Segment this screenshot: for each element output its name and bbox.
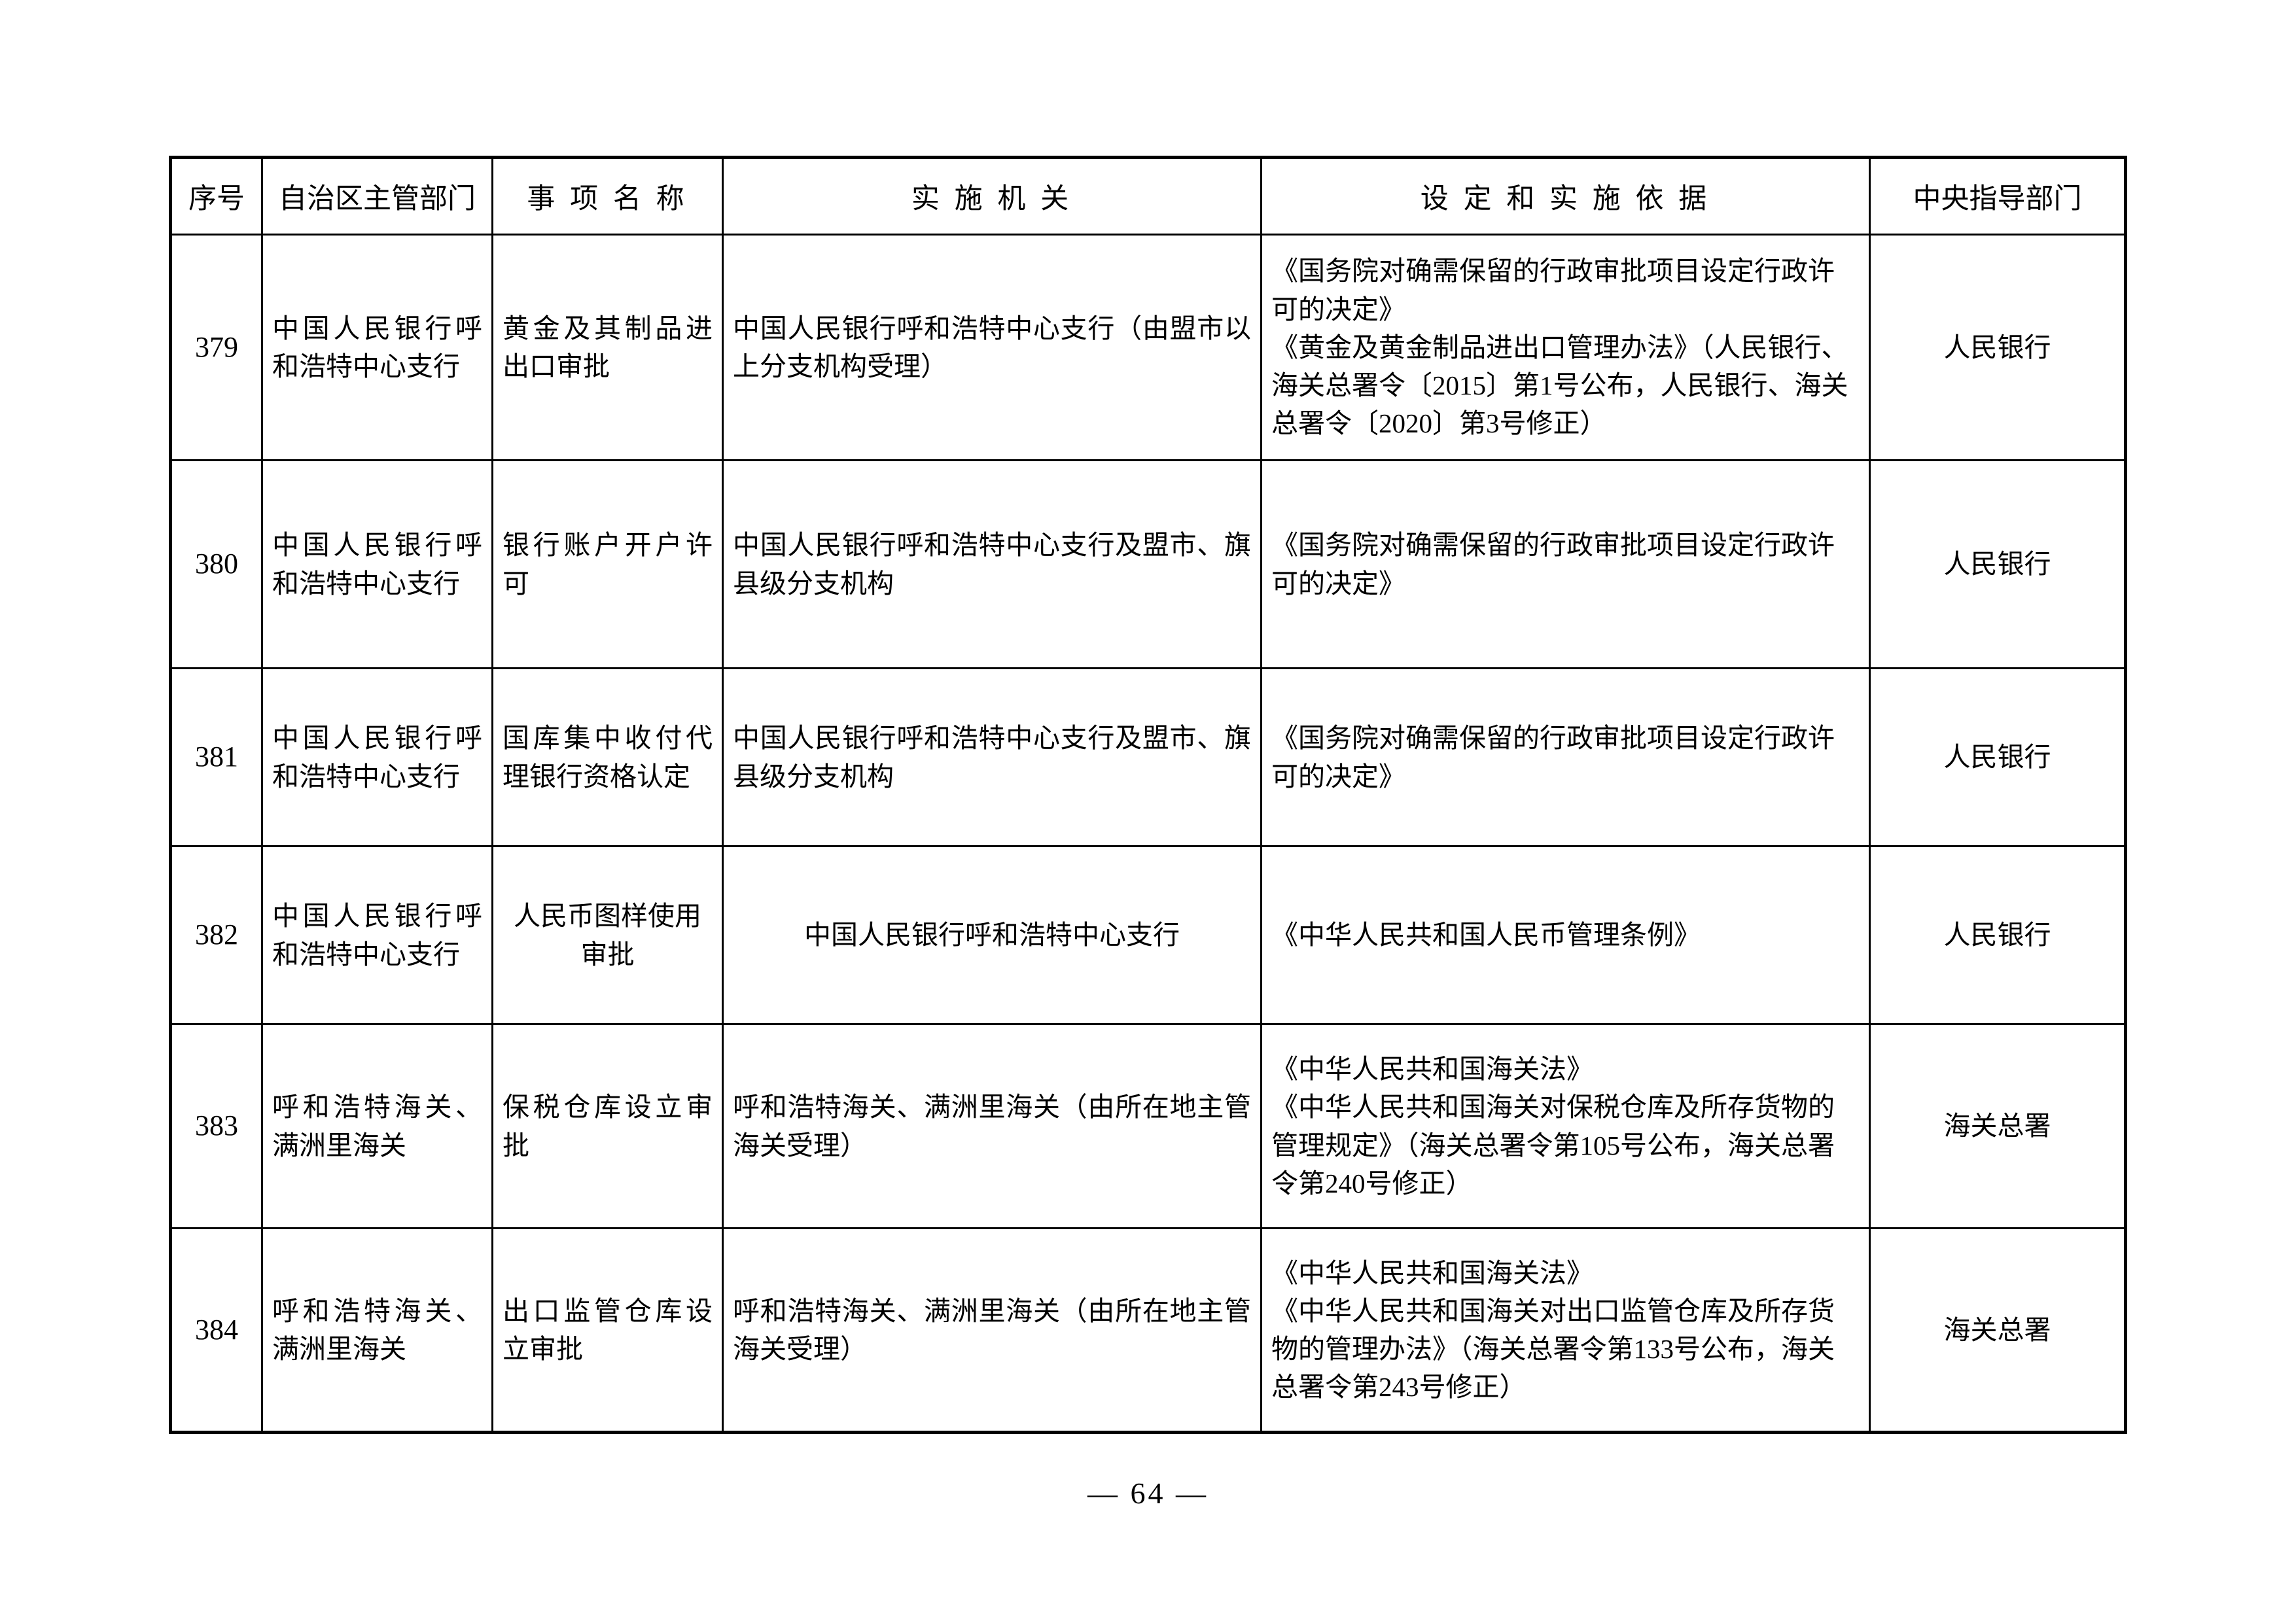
- table-row: 383 呼和浩特海关、满洲里海关 保税仓库设立审批 呼和浩特海关、满洲里海关（由…: [169, 1023, 2127, 1229]
- cell-item-name: 银行账户开户许可: [491, 459, 724, 669]
- column-header-legal-basis: 设 定 和 实 施 依 据: [1260, 156, 1871, 236]
- cell-legal-basis: 《中华人民共和国人民币管理条例》: [1260, 845, 1871, 1025]
- legal-basis-line: 《黄金及黄金制品进出口管理办法》（人民银行、海关总署令〔2015〕第1号公布，人…: [1271, 332, 1848, 439]
- table-row: 379 中国人民银行呼和浩特中心支行 黄金及其制品进出口审批 中国人民银行呼和浩…: [169, 234, 2127, 461]
- column-header-central-guiding-department: 中央指导部门: [1869, 156, 2127, 236]
- cell-item-name: 保税仓库设立审批: [491, 1023, 724, 1229]
- administrative-license-table: 序号 自治区主管部门 事 项 名 称 实 施 机 关 设 定 和 实 施 依 据…: [169, 156, 2127, 1434]
- cell-item-name: 出口监管仓库设立审批: [491, 1227, 724, 1433]
- cell-central-department: 人民银行: [1869, 459, 2127, 669]
- cell-department: 中国人民银行呼和浩特中心支行: [261, 459, 493, 669]
- column-header-autonomous-region-department: 自治区主管部门: [261, 156, 493, 236]
- cell-item-name: 黄金及其制品进出口审批: [491, 234, 724, 461]
- legal-basis-line: 《中华人民共和国海关法》: [1271, 1257, 1593, 1288]
- cell-department: 中国人民银行呼和浩特中心支行: [261, 845, 493, 1025]
- cell-serial-number: 379: [169, 234, 263, 461]
- cell-central-department: 人民银行: [1869, 845, 2127, 1025]
- cell-department: 呼和浩特海关、满洲里海关: [261, 1023, 493, 1229]
- table-row: 382 中国人民银行呼和浩特中心支行 人民币图样使用审批 中国人民银行呼和浩特中…: [169, 845, 2127, 1025]
- legal-basis-line: 《国务院对确需保留的行政审批项目设定行政许可的决定》: [1271, 256, 1835, 324]
- legal-basis-line: 《国务院对确需保留的行政审批项目设定行政许可的决定》: [1271, 530, 1835, 599]
- cell-implementing-agency: 呼和浩特海关、满洲里海关（由所在地主管海关受理）: [722, 1023, 1262, 1229]
- cell-serial-number: 383: [169, 1023, 263, 1229]
- cell-central-department: 人民银行: [1869, 234, 2127, 461]
- table-row: 381 中国人民银行呼和浩特中心支行 国库集中收付代理银行资格认定 中国人民银行…: [169, 667, 2127, 847]
- cell-serial-number: 382: [169, 845, 263, 1025]
- administrative-license-table-wrapper: 序号 自治区主管部门 事 项 名 称 实 施 机 关 设 定 和 实 施 依 据…: [169, 156, 2127, 1434]
- cell-implementing-agency: 呼和浩特海关、满洲里海关（由所在地主管海关受理）: [722, 1227, 1262, 1433]
- cell-implementing-agency: 中国人民银行呼和浩特中心支行: [722, 845, 1262, 1025]
- cell-department: 中国人民银行呼和浩特中心支行: [261, 667, 493, 847]
- table-header: 序号 自治区主管部门 事 项 名 称 实 施 机 关 设 定 和 实 施 依 据…: [169, 156, 2127, 236]
- cell-legal-basis: 《国务院对确需保留的行政审批项目设定行政许可的决定》 《黄金及黄金制品进出口管理…: [1260, 234, 1871, 461]
- cell-department: 中国人民银行呼和浩特中心支行: [261, 234, 493, 461]
- cell-legal-basis: 《国务院对确需保留的行政审批项目设定行政许可的决定》: [1260, 459, 1871, 669]
- cell-central-department: 海关总署: [1869, 1023, 2127, 1229]
- cell-department: 呼和浩特海关、满洲里海关: [261, 1227, 493, 1433]
- column-header-item-name: 事 项 名 称: [491, 156, 724, 236]
- cell-serial-number: 380: [169, 459, 263, 669]
- table-row: 380 中国人民银行呼和浩特中心支行 银行账户开户许可 中国人民银行呼和浩特中心…: [169, 459, 2127, 669]
- cell-central-department: 海关总署: [1869, 1227, 2127, 1433]
- cell-legal-basis: 《国务院对确需保留的行政审批项目设定行政许可的决定》: [1260, 667, 1871, 847]
- legal-basis-line: 《中华人民共和国人民币管理条例》: [1271, 920, 1701, 951]
- legal-basis-line: 《中华人民共和国海关对保税仓库及所存货物的管理规定》（海关总署令第105号公布，…: [1271, 1092, 1835, 1198]
- table-row: 384 呼和浩特海关、满洲里海关 出口监管仓库设立审批 呼和浩特海关、满洲里海关…: [169, 1227, 2127, 1433]
- cell-item-name: 人民币图样使用审批: [491, 845, 724, 1025]
- cell-item-name: 国库集中收付代理银行资格认定: [491, 667, 724, 847]
- page-number: — 64 —: [1087, 1476, 1209, 1510]
- legal-basis-line: 《国务院对确需保留的行政审批项目设定行政许可的决定》: [1271, 723, 1835, 792]
- column-header-serial-number: 序号: [169, 156, 263, 236]
- cell-implementing-agency: 中国人民银行呼和浩特中心支行及盟市、旗县级分支机构: [722, 667, 1262, 847]
- table-body: 379 中国人民银行呼和浩特中心支行 黄金及其制品进出口审批 中国人民银行呼和浩…: [169, 234, 2127, 1433]
- legal-basis-line: 《中华人民共和国海关法》: [1271, 1054, 1593, 1085]
- cell-serial-number: 384: [169, 1227, 263, 1433]
- cell-implementing-agency: 中国人民银行呼和浩特中心支行（由盟市以上分支机构受理）: [722, 234, 1262, 461]
- legal-basis-line: 《中华人民共和国海关对出口监管仓库及所存货物的管理办法》（海关总署令第133号公…: [1271, 1295, 1835, 1403]
- cell-implementing-agency: 中国人民银行呼和浩特中心支行及盟市、旗县级分支机构: [722, 459, 1262, 669]
- cell-central-department: 人民银行: [1869, 667, 2127, 847]
- cell-legal-basis: 《中华人民共和国海关法》 《中华人民共和国海关对出口监管仓库及所存货物的管理办法…: [1260, 1227, 1871, 1433]
- table-header-row: 序号 自治区主管部门 事 项 名 称 实 施 机 关 设 定 和 实 施 依 据…: [169, 156, 2127, 236]
- column-header-implementing-agency: 实 施 机 关: [722, 156, 1262, 236]
- cell-serial-number: 381: [169, 667, 263, 847]
- cell-legal-basis: 《中华人民共和国海关法》 《中华人民共和国海关对保税仓库及所存货物的管理规定》（…: [1260, 1023, 1871, 1229]
